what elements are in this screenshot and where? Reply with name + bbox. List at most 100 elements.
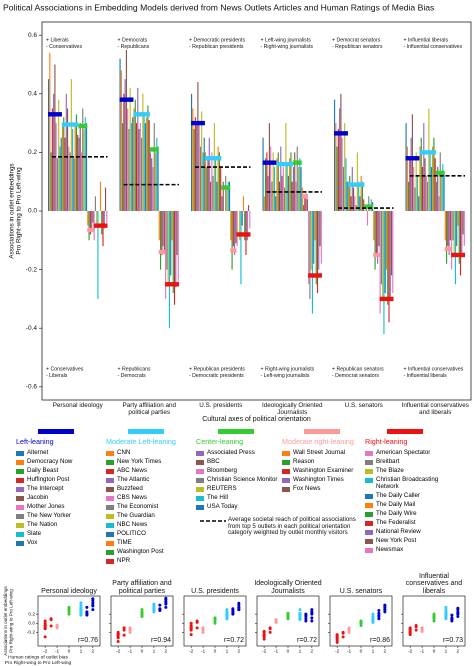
annotation: - Democrats xyxy=(118,373,147,379)
scatter-point xyxy=(152,610,156,614)
scatter-point xyxy=(201,630,205,634)
legend-item: NBC News xyxy=(106,521,194,529)
scatter-point xyxy=(432,615,436,619)
legend-label: The Nation xyxy=(27,521,58,528)
bar xyxy=(66,108,69,211)
scatter-point xyxy=(304,612,308,616)
legend-label: National Review xyxy=(376,527,421,535)
legend-item: New York Post xyxy=(365,537,453,545)
legend-label: POLITICO xyxy=(117,530,146,537)
scatter-point xyxy=(164,602,168,606)
scatter-point xyxy=(408,627,412,631)
panel-title: Party affiliation and political parties xyxy=(112,580,172,595)
group-mean xyxy=(301,194,309,199)
bar xyxy=(249,211,251,229)
bar xyxy=(70,79,72,212)
bar xyxy=(433,137,435,211)
bar xyxy=(339,108,341,211)
scatter-point xyxy=(310,608,314,612)
group-mean xyxy=(262,160,277,165)
legend-item: Washington Examiner xyxy=(282,467,370,475)
legend-item: The Blaze xyxy=(365,467,453,475)
bar xyxy=(212,175,214,211)
bar xyxy=(356,152,358,211)
bar xyxy=(350,196,352,211)
bar xyxy=(337,128,339,211)
legend-swatch xyxy=(16,523,24,528)
scatter-point xyxy=(49,624,53,628)
legend-header: Moderate Left-leaning xyxy=(106,437,176,446)
bar xyxy=(423,123,425,211)
bar xyxy=(415,152,417,211)
scatter-point xyxy=(122,628,126,632)
legend-item: CNN xyxy=(106,449,194,457)
legend-swatch xyxy=(196,469,204,474)
x-tick-label: Party affiliation and political parties xyxy=(122,402,176,416)
scatter-point xyxy=(456,606,460,610)
annotation: - Conservatives xyxy=(46,44,82,50)
bar xyxy=(61,123,64,211)
bar xyxy=(319,211,321,247)
scatter-point xyxy=(298,617,302,621)
bar xyxy=(92,211,94,223)
bar xyxy=(335,123,337,211)
annotation: - Influential conservatives xyxy=(404,44,463,50)
scatter-point xyxy=(201,626,205,630)
x-tick-label: -2 xyxy=(335,648,340,654)
legend-swatch xyxy=(106,505,114,510)
y-tick-label: 0.2 xyxy=(28,611,35,617)
legend-label: The Intercept xyxy=(27,485,64,492)
r-value-label: r=0.94 xyxy=(151,637,171,644)
scatter-point xyxy=(335,639,339,643)
scatter-point xyxy=(152,607,156,611)
x-tick-label: Influential conservatives and liberals xyxy=(401,402,469,416)
bar xyxy=(388,211,390,323)
bar xyxy=(130,123,133,211)
bar xyxy=(389,211,391,299)
annotation: - Republican senators xyxy=(332,44,383,50)
legend-swatch xyxy=(106,487,114,492)
annotation: - Democrat senators xyxy=(332,373,379,379)
legend-label: The Daily Wire xyxy=(376,509,417,517)
group-mean xyxy=(204,156,222,161)
legend-item: Breitbart xyxy=(365,458,453,466)
bar xyxy=(305,193,307,211)
bar xyxy=(286,164,288,211)
legend-header: Left-leaning xyxy=(16,437,54,446)
bar xyxy=(334,99,336,211)
bar xyxy=(427,181,429,211)
legend-label: The Daily Caller xyxy=(376,491,421,499)
bar xyxy=(161,211,163,255)
x-tick-label: 0 xyxy=(287,648,290,654)
bar xyxy=(64,137,66,211)
x-tick-label: -1 xyxy=(201,648,206,654)
legend-label: Alternet xyxy=(27,449,49,456)
bar xyxy=(287,175,289,211)
legend-swatch xyxy=(196,460,204,465)
legend-item: The New Yorker xyxy=(16,512,104,520)
bar xyxy=(379,211,381,314)
scatter-point xyxy=(85,610,89,614)
legend-item: The Intercept xyxy=(16,485,104,493)
bar xyxy=(101,211,103,235)
bar xyxy=(366,211,369,226)
legend-column: Moderate Left-leaning CNN New York Times AB… xyxy=(106,429,194,567)
y-tick-label: 0.0 xyxy=(28,208,37,215)
scatter-point xyxy=(85,605,89,609)
bar xyxy=(220,167,222,211)
legend-swatch xyxy=(365,478,373,483)
bar xyxy=(54,64,56,211)
bar xyxy=(172,211,174,294)
legend-item: BBC xyxy=(196,458,284,466)
group-mean xyxy=(230,248,237,253)
legend-column: Left-leaning Alternet Democracy Now Daily B… xyxy=(16,429,104,549)
legend-label: Washington Examiner xyxy=(293,467,354,474)
bar xyxy=(99,181,102,211)
legend-swatch xyxy=(106,559,114,564)
legend-label: CNN xyxy=(117,449,131,456)
legend-label: Huffington Post xyxy=(27,476,70,483)
legend-item: The Daily Caller xyxy=(365,491,453,500)
bar xyxy=(49,52,51,211)
legend-swatch xyxy=(38,429,74,434)
group-mean xyxy=(419,150,436,155)
